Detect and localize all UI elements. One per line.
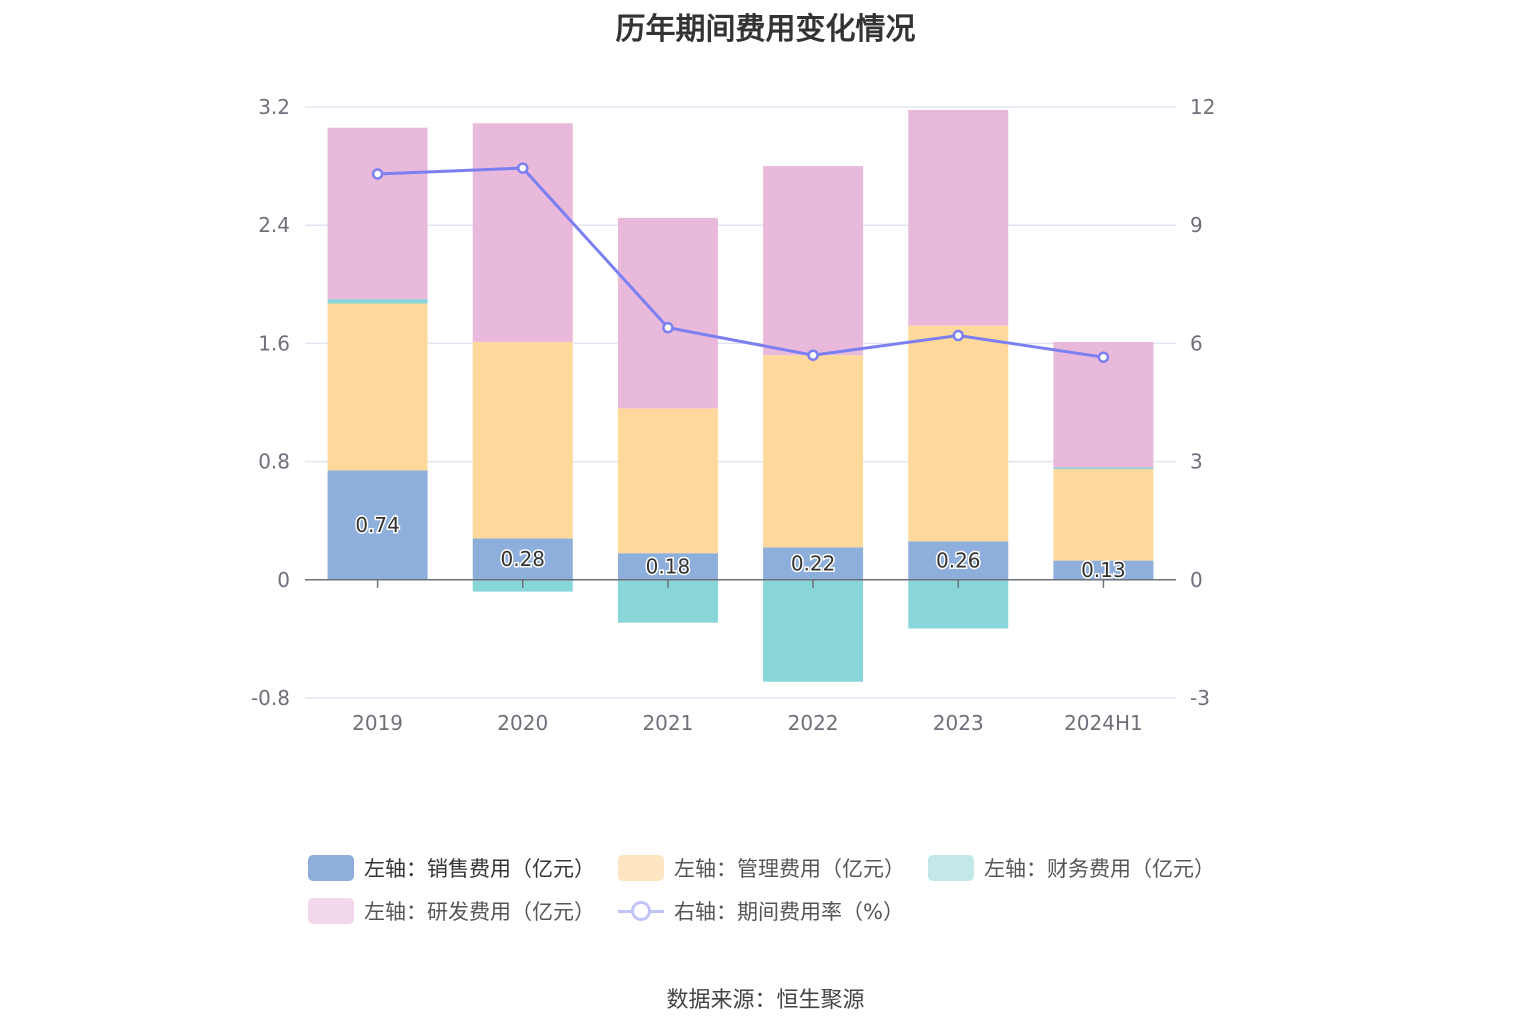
sales-data-label: 0.74 (355, 513, 400, 537)
x-tick-label: 2022 (788, 711, 839, 735)
sales-data-label: 0.22 (791, 552, 836, 576)
legend-item-sales[interactable]: 左轴：销售费用（亿元） (308, 848, 595, 888)
sales-data-label: 0.28 (500, 547, 545, 571)
expense-rate-point (807, 349, 819, 361)
y-right-tick-label: 9 (1190, 213, 1203, 237)
x-tick-label: 2019 (352, 711, 403, 735)
bar-segment (763, 547, 864, 580)
bar-segment (617, 217, 718, 409)
bar-segment (617, 408, 718, 554)
legend-swatch-expense-rate (618, 898, 664, 924)
bar-segment (327, 470, 428, 580)
legend-swatch-admin (618, 855, 664, 881)
legend-label-finance: 左轴：财务费用（亿元） (984, 857, 1215, 881)
bar-segment (472, 538, 573, 580)
bar-segment (327, 299, 428, 304)
legend-swatch-finance (928, 855, 974, 881)
bar-segment (908, 109, 1009, 326)
x-tick-label: 2021 (642, 711, 693, 735)
sales-data-label: 0.18 (646, 555, 691, 579)
bar-segment (472, 123, 573, 342)
x-tick-label: 2020 (497, 711, 548, 735)
y-left-tick-label: 0.8 (258, 450, 290, 474)
source-note: 数据来源：恒生聚源 (666, 988, 865, 1013)
legend-swatch-sales (308, 855, 354, 881)
legend-item-admin[interactable]: 左轴：管理费用（亿元） (618, 848, 905, 888)
expense-rate-point (662, 321, 674, 334)
y-right-tick-label: 6 (1190, 331, 1203, 355)
x-tick-label: 2024H1 (1064, 711, 1143, 735)
y-right-tick-label: 12 (1190, 95, 1215, 119)
legend-label-sales: 左轴：销售费用（亿元） (364, 857, 595, 881)
legend-item-finance[interactable]: 左轴：财务费用（亿元） (928, 848, 1215, 888)
y-right-tick-label: 3 (1190, 450, 1203, 474)
chart-title: 历年期间费用变化情况 (615, 12, 916, 47)
bar-segment (472, 341, 573, 539)
bar-segment (908, 325, 1009, 542)
y-right-tick-label: 0 (1190, 568, 1203, 592)
x-tick-label: 2023 (933, 711, 984, 735)
expense-rate-line (377, 166, 1104, 359)
bar-segment (1053, 468, 1154, 561)
legend-label-expense-rate: 右轴：期间费用率（%） (674, 900, 904, 924)
legend-item-expense-rate[interactable]: 右轴：期间费用率（%） (618, 891, 904, 931)
y-right-tick-label: -3 (1190, 686, 1210, 710)
bar-segment (617, 553, 718, 580)
bar-segment (327, 303, 428, 471)
y-left-tick-label: 3.2 (258, 95, 290, 119)
expense-rate-point (371, 168, 384, 180)
legend-label-admin: 左轴：管理费用（亿元） (674, 857, 905, 881)
bar-segment (908, 579, 1009, 629)
expense-rate-point (952, 329, 964, 342)
legend-swatch-rnd (308, 898, 354, 924)
y-left-tick-label: 2.4 (258, 213, 290, 237)
bar-segment (763, 579, 864, 682)
expense-rate-point (517, 162, 529, 174)
sales-data-label: 0.26 (936, 549, 981, 573)
bar-segment (327, 127, 428, 300)
bar-segment (1053, 560, 1154, 580)
y-left-tick-label: 1.6 (258, 331, 290, 355)
bar-segment (908, 541, 1009, 580)
bar-segment (763, 166, 864, 356)
sales-data-label: 0.13 (1081, 558, 1126, 582)
y-left-tick-label: 0 (277, 568, 290, 592)
bar-segment (1053, 467, 1154, 469)
expense-rate-point (1097, 351, 1110, 363)
bar-segment (763, 355, 864, 548)
legend-label-rnd: 左轴：研发费用（亿元） (364, 900, 595, 924)
legend-item-rnd[interactable]: 左轴：研发费用（亿元） (308, 891, 595, 931)
y-left-tick-label: -0.8 (251, 686, 290, 710)
